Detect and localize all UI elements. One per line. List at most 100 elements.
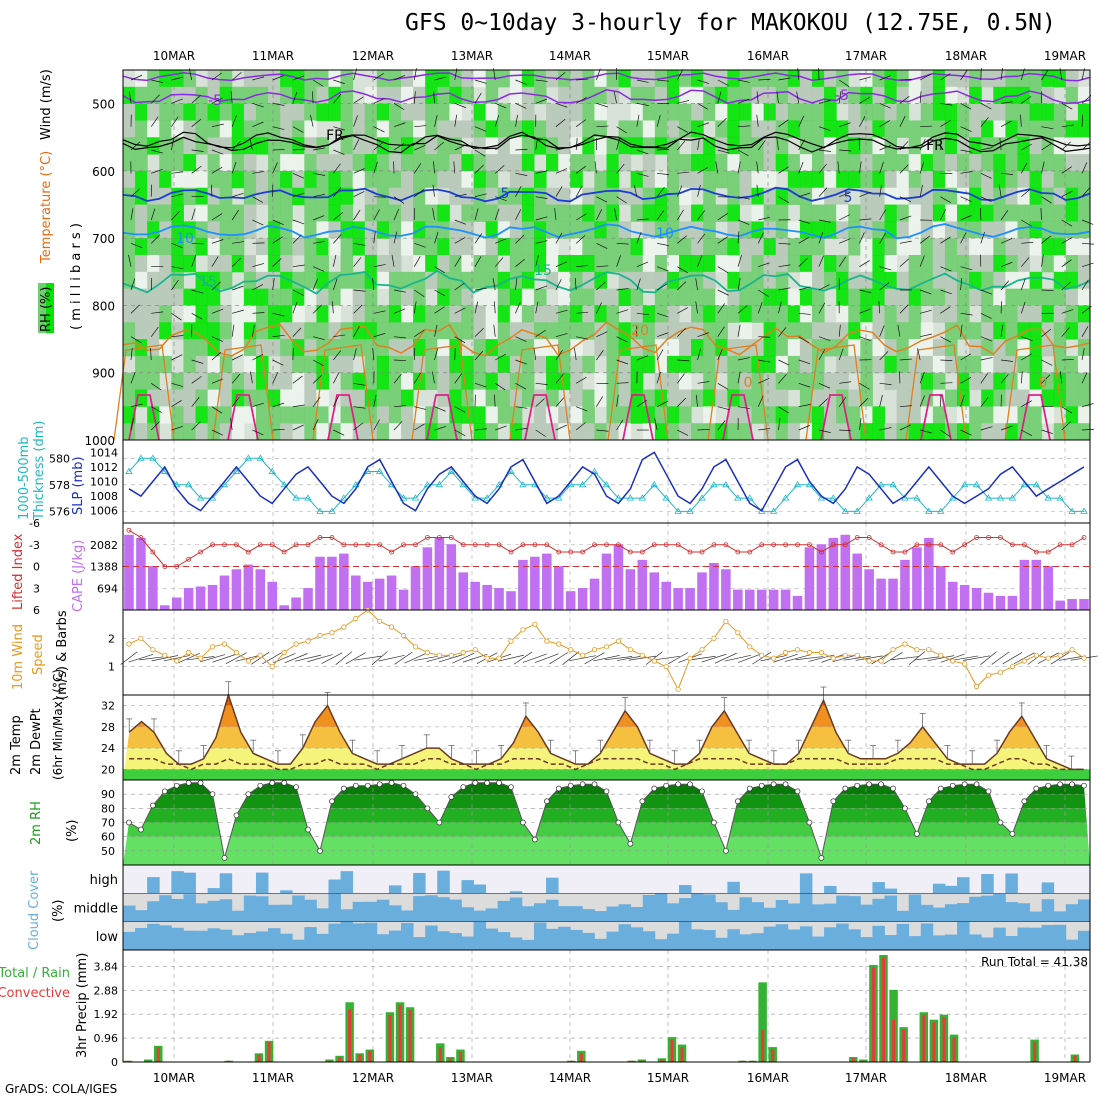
ylabel-thickness-2: Thickness (dm) <box>32 421 47 521</box>
rh-cell <box>1029 423 1043 441</box>
cape-bar <box>959 584 970 610</box>
wind-barb <box>778 242 791 245</box>
date-label-top: 16MAR <box>747 49 789 63</box>
wind-barb <box>717 196 730 198</box>
rh-cell <box>497 406 511 424</box>
rh-cell <box>860 221 873 239</box>
rh-cell <box>666 221 680 239</box>
rh-cell <box>449 103 462 121</box>
thickness-point <box>889 481 897 488</box>
wind-barb <box>252 121 264 127</box>
cloud-bar <box>799 926 813 950</box>
rh-cell <box>364 423 378 441</box>
rh-cell <box>280 86 293 105</box>
rh-cell <box>727 423 740 441</box>
rh-cell <box>920 103 934 121</box>
cloud-bar <box>183 930 196 950</box>
wind-barb <box>312 278 318 291</box>
wind-barb <box>292 327 302 337</box>
rh-point <box>197 779 204 786</box>
rh-cell <box>570 221 583 239</box>
cloud-bar <box>1017 903 1030 922</box>
wind-barb <box>474 383 487 388</box>
wind-barb <box>494 257 504 267</box>
wind-barb <box>474 287 487 291</box>
rh-cell <box>932 187 946 206</box>
rh-cell <box>401 103 414 121</box>
rh-cell <box>376 204 390 222</box>
wind-barb <box>151 383 162 391</box>
rh-cell <box>715 305 728 323</box>
cape-bar <box>434 537 445 610</box>
wind-barb <box>232 354 244 361</box>
wind-barb <box>737 196 750 200</box>
rh-cell <box>255 70 269 88</box>
cloud-layer-label: middle <box>74 902 118 917</box>
wind-barb <box>1021 188 1031 197</box>
wind-barb <box>549 651 569 665</box>
rh-cell <box>1041 204 1055 222</box>
cape-bar <box>971 588 982 610</box>
wind-barb <box>839 192 851 197</box>
rh-cell <box>691 170 704 189</box>
rh-cell <box>497 238 511 256</box>
wind-barb <box>1061 166 1072 174</box>
rh-cell <box>352 221 366 239</box>
cloud-bar <box>183 872 196 894</box>
rh-cell <box>388 238 402 256</box>
wind-barb <box>191 289 204 294</box>
li-point <box>1069 542 1075 548</box>
rh-cell <box>449 238 462 256</box>
wind-barb <box>393 103 405 111</box>
rh-cell <box>824 103 837 121</box>
wind-barb <box>980 373 988 384</box>
contour-label: 20 <box>631 323 649 339</box>
cloud-bar <box>473 921 487 950</box>
rh-cell <box>401 389 414 407</box>
wind-barb <box>758 79 771 81</box>
isotherm-line <box>411 344 473 441</box>
isotherm-line <box>113 344 175 441</box>
cloud-bar <box>521 939 535 950</box>
wind-barb <box>393 196 405 204</box>
contour-label: FR <box>326 128 344 144</box>
wind-barb <box>432 184 435 197</box>
wind-barb <box>960 171 973 174</box>
rh-cell <box>1065 288 1079 306</box>
rh-cell <box>824 120 837 138</box>
wind-barb <box>231 373 241 384</box>
rh-cell <box>449 271 462 290</box>
rh-cell <box>1029 238 1043 256</box>
rh-point <box>806 819 813 826</box>
rh-cell <box>1005 70 1018 88</box>
cloud-bar <box>969 934 982 950</box>
wind-barb <box>758 428 771 431</box>
wind-barb <box>434 114 438 127</box>
li-point <box>842 542 848 548</box>
wind-barb <box>940 102 953 106</box>
wind-barb <box>171 335 184 338</box>
wind-barb <box>596 302 602 314</box>
wind-barb <box>838 324 841 337</box>
ytick-label: 70 <box>101 817 115 830</box>
wind-barb <box>575 235 586 244</box>
rh-cell <box>703 406 716 424</box>
wind-speed-point <box>711 635 717 641</box>
rh-cell <box>787 406 801 424</box>
rh-cell <box>799 103 813 121</box>
wind-barb <box>454 373 463 384</box>
cloud-bar <box>195 930 209 950</box>
thickness-point <box>232 467 241 474</box>
wind-barb <box>798 425 810 431</box>
rh-cell <box>171 406 184 424</box>
rh-cell <box>195 355 209 374</box>
wind-barb <box>1000 425 1013 431</box>
rh-cell <box>763 204 777 222</box>
rh-cell <box>1029 322 1043 340</box>
rh-cell <box>957 170 970 189</box>
rh-cell <box>824 389 837 407</box>
rh-cell <box>932 204 946 222</box>
rh-cell <box>775 288 789 306</box>
cloud-bar <box>703 894 716 922</box>
wind-barb <box>535 79 548 82</box>
